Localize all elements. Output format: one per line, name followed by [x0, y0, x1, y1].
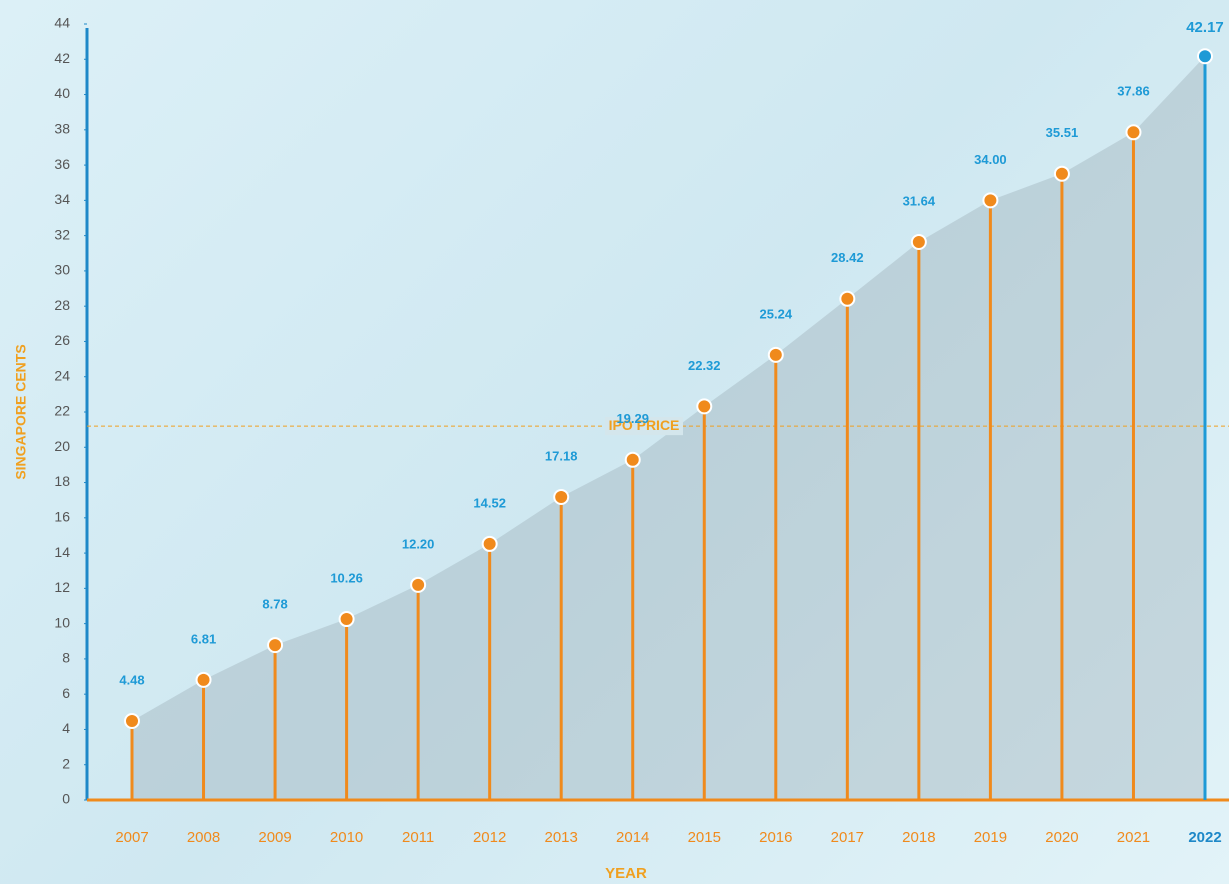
value-label: 4.48 [119, 672, 144, 687]
y-tick-label: 40 [54, 85, 70, 101]
value-label: 22.32 [688, 358, 721, 373]
x-tick-label: 2021 [1117, 829, 1150, 846]
y-tick-label: 6 [62, 685, 70, 701]
point [912, 235, 926, 249]
point [840, 292, 854, 306]
point [340, 612, 354, 626]
value-label: 12.20 [402, 536, 435, 551]
point [483, 537, 497, 551]
value-label: 6.81 [191, 631, 216, 646]
y-axis-title: SINGAPORE CENTS [13, 344, 29, 479]
point [1198, 49, 1212, 63]
point [125, 714, 139, 728]
y-tick-label: 0 [62, 791, 70, 807]
x-tick-label: 2019 [974, 829, 1007, 846]
x-tick-label: 2007 [115, 829, 148, 846]
x-tick-label: 2022 [1188, 829, 1221, 846]
y-tick-label: 42 [54, 50, 70, 66]
x-tick-label: 2013 [545, 829, 578, 846]
value-label: 10.26 [330, 570, 363, 585]
x-tick-label: 2011 [402, 829, 434, 846]
point [697, 399, 711, 413]
y-tick-label: 10 [54, 614, 70, 630]
y-tick-label: 32 [54, 226, 70, 242]
point [1055, 167, 1069, 181]
x-tick-label: 2014 [616, 829, 649, 846]
point [983, 193, 997, 207]
point [769, 348, 783, 362]
x-tick-label: 2012 [473, 829, 506, 846]
y-tick-label: 20 [54, 438, 70, 454]
y-tick-label: 8 [62, 650, 70, 666]
value-label: 37.86 [1117, 84, 1150, 99]
x-tick-label: 2010 [330, 829, 363, 846]
point [411, 578, 425, 592]
value-label: 42.17 [1186, 19, 1224, 36]
x-tick-label: 2018 [902, 829, 935, 846]
point [554, 490, 568, 504]
y-tick-label: 14 [54, 544, 70, 560]
y-tick-label: 38 [54, 121, 70, 137]
y-tick-label: 24 [54, 367, 70, 383]
y-tick-label: 26 [54, 332, 70, 348]
y-tick-label: 22 [54, 403, 70, 419]
y-tick-label: 2 [62, 755, 70, 771]
x-tick-label: 2016 [759, 829, 792, 846]
x-tick-label: 2015 [688, 829, 721, 846]
value-label: 19.29 [616, 411, 649, 426]
x-tick-label: 2020 [1045, 829, 1078, 846]
value-label: 17.18 [545, 448, 578, 463]
value-label: 25.24 [760, 306, 793, 321]
point [197, 673, 211, 687]
value-label: 35.51 [1046, 125, 1079, 140]
y-tick-label: 12 [54, 579, 70, 595]
y-tick-label: 44 [54, 15, 70, 31]
y-tick-label: 16 [54, 509, 70, 525]
value-label: 34.00 [974, 152, 1007, 167]
chart: SINGAPORE CENTS YEAR 0246810121416182022… [0, 0, 1229, 884]
value-label: 8.78 [262, 597, 287, 612]
x-tick-label: 2009 [258, 829, 291, 846]
value-label: 28.42 [831, 250, 864, 265]
y-tick-label: 28 [54, 297, 70, 313]
y-tick-label: 18 [54, 473, 70, 489]
point [1126, 125, 1140, 139]
y-tick-label: 36 [54, 156, 70, 172]
y-tick-label: 30 [54, 262, 70, 278]
x-tick-label: 2017 [831, 829, 864, 846]
x-tick-label: 2008 [187, 829, 220, 846]
x-axis-title: YEAR [605, 865, 647, 882]
value-label: 14.52 [473, 495, 506, 510]
value-label: 31.64 [903, 193, 936, 208]
y-tick-label: 34 [54, 191, 70, 207]
point [626, 453, 640, 467]
point [268, 638, 282, 652]
y-tick-label: 4 [62, 720, 70, 736]
